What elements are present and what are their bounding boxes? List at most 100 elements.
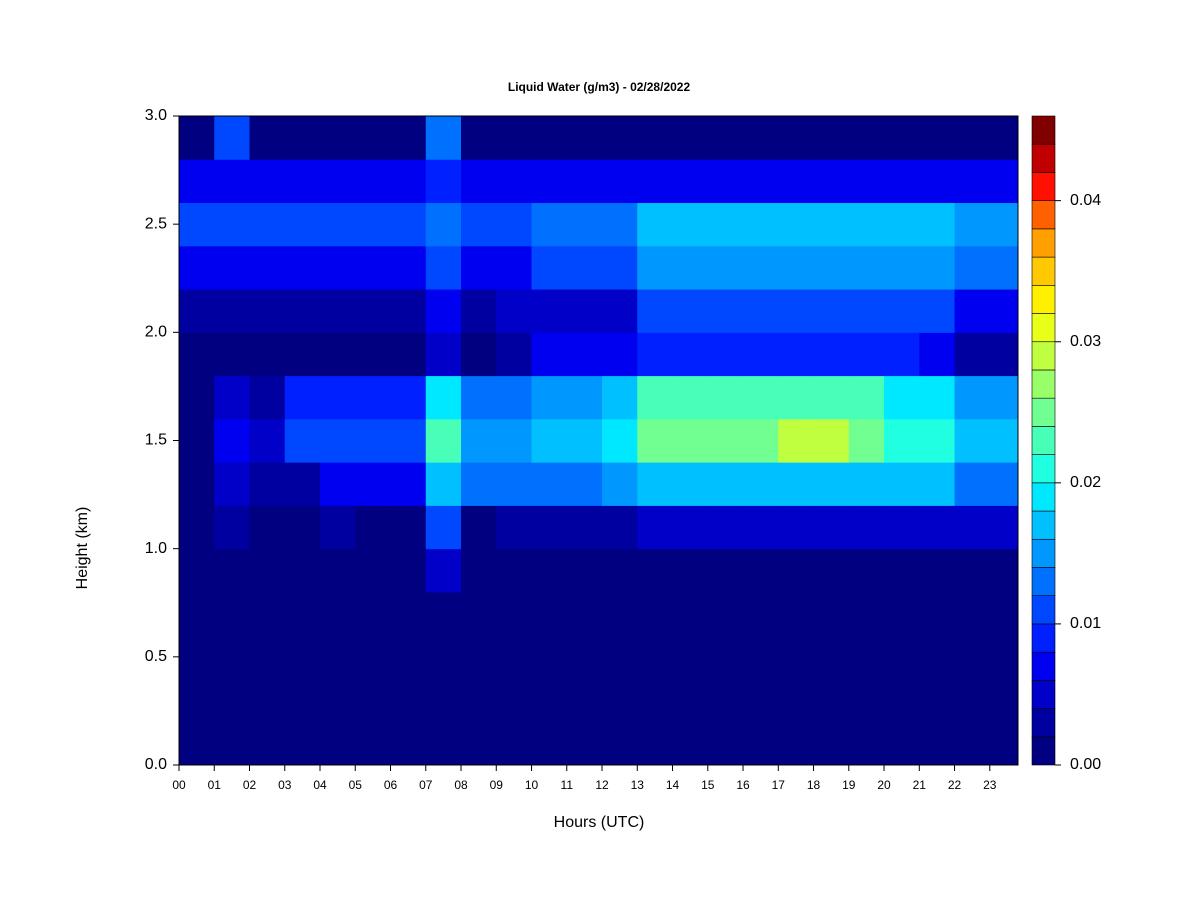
heatmap-cell <box>284 591 321 636</box>
heatmap-cell <box>214 635 251 679</box>
colorbar-band <box>1031 369 1056 399</box>
heatmap-cell <box>778 591 815 636</box>
heatmap-cell <box>707 548 744 593</box>
heatmap-cell <box>566 591 603 636</box>
heatmap-cell <box>320 678 356 723</box>
heatmap-cell <box>848 635 885 679</box>
heatmap-cell <box>425 375 462 420</box>
y-tick-label: 3.0 <box>145 107 167 124</box>
heatmap-cell <box>425 462 462 506</box>
heatmap-cell <box>672 548 709 593</box>
heatmap-cell <box>707 678 744 723</box>
heatmap-cell <box>989 462 1018 506</box>
heatmap-cell <box>848 375 885 420</box>
heatmap-cell <box>848 462 885 506</box>
heatmap-cell <box>884 332 920 377</box>
y-tick-label: 2.0 <box>145 324 167 341</box>
heatmap-cell <box>390 591 427 636</box>
heatmap-cell <box>954 116 991 160</box>
heatmap-cell <box>989 418 1018 463</box>
heatmap-cell <box>778 418 815 463</box>
heatmap-cell <box>496 505 533 550</box>
heatmap-cell <box>919 245 956 290</box>
heatmap-cell <box>461 289 497 333</box>
heatmap-cell <box>566 202 603 247</box>
x-tick-label: 07 <box>419 778 433 792</box>
heatmap-cell <box>531 591 568 636</box>
colorbar-band <box>1031 651 1056 681</box>
heatmap-cell <box>531 375 568 420</box>
heatmap-cell <box>672 289 709 333</box>
heatmap-cell <box>813 245 850 290</box>
heatmap-cell <box>848 332 885 377</box>
heatmap-cell <box>778 505 815 550</box>
heatmap-cell <box>602 289 638 333</box>
heatmap-cell <box>390 721 427 765</box>
heatmap-cell <box>743 332 779 377</box>
heatmap-cell <box>989 678 1018 723</box>
heatmap-cell <box>531 462 568 506</box>
heatmap-cell <box>284 116 321 160</box>
heatmap-cell <box>637 505 674 550</box>
heatmap-cell <box>954 678 991 723</box>
heatmap-cell <box>390 289 427 333</box>
x-tick-label: 10 <box>525 778 539 792</box>
heatmap-cell <box>566 462 603 506</box>
heatmap-cell <box>848 418 885 463</box>
heatmap-cell <box>461 548 497 593</box>
heatmap-cell <box>884 505 920 550</box>
x-tick-label: 08 <box>454 778 468 792</box>
heatmap-cell <box>778 375 815 420</box>
heatmap-cell <box>461 202 497 247</box>
colorbar-band <box>1031 736 1056 766</box>
colorbar-band <box>1031 313 1056 343</box>
heatmap-cell <box>672 116 709 160</box>
heatmap-cell <box>284 678 321 723</box>
heatmap-cell <box>390 332 427 377</box>
heatmap-cell <box>390 462 427 506</box>
heatmap-cell <box>954 202 991 247</box>
heatmap-cell <box>284 202 321 247</box>
heatmap-cell <box>848 289 885 333</box>
heatmap-cell <box>320 505 356 550</box>
heatmap-cell <box>320 635 356 679</box>
heatmap-cell <box>320 375 356 420</box>
heatmap-cell <box>214 289 251 333</box>
heatmap-cell <box>179 721 215 765</box>
colorbar-band <box>1031 538 1056 568</box>
y-tick-label: 2.5 <box>145 215 167 232</box>
heatmap-cell <box>743 548 779 593</box>
heatmap-cell <box>249 462 286 506</box>
heatmap-cell <box>461 678 497 723</box>
heatmap-cell <box>954 245 991 290</box>
heatmap-cell <box>390 202 427 247</box>
heatmap-cell <box>531 202 568 247</box>
heatmap-cell <box>355 591 392 636</box>
heatmap-cell <box>884 635 920 679</box>
heatmap-cell <box>919 721 956 765</box>
heatmap-cell <box>954 462 991 506</box>
heatmap-cell <box>355 721 392 765</box>
heatmap-cell <box>672 505 709 550</box>
heatmap-cell <box>425 289 462 333</box>
heatmap-cell <box>954 721 991 765</box>
heatmap-cell <box>179 591 215 636</box>
heatmap-cell <box>249 116 286 160</box>
heatmap-cell <box>355 635 392 679</box>
heatmap-cell <box>214 245 251 290</box>
heatmap-cell <box>707 505 744 550</box>
heatmap-cell <box>496 116 533 160</box>
heatmap-cell <box>707 418 744 463</box>
heatmap-cell <box>848 116 885 160</box>
heatmap-cell <box>989 591 1018 636</box>
heatmap-cell <box>672 721 709 765</box>
heatmap-cell <box>672 635 709 679</box>
heatmap-cell <box>919 462 956 506</box>
heatmap-cell <box>743 202 779 247</box>
heatmap-cell <box>848 591 885 636</box>
heatmap-cell <box>743 418 779 463</box>
heatmap-cell <box>989 635 1018 679</box>
heatmap-cell <box>813 591 850 636</box>
heatmap-cell <box>320 289 356 333</box>
